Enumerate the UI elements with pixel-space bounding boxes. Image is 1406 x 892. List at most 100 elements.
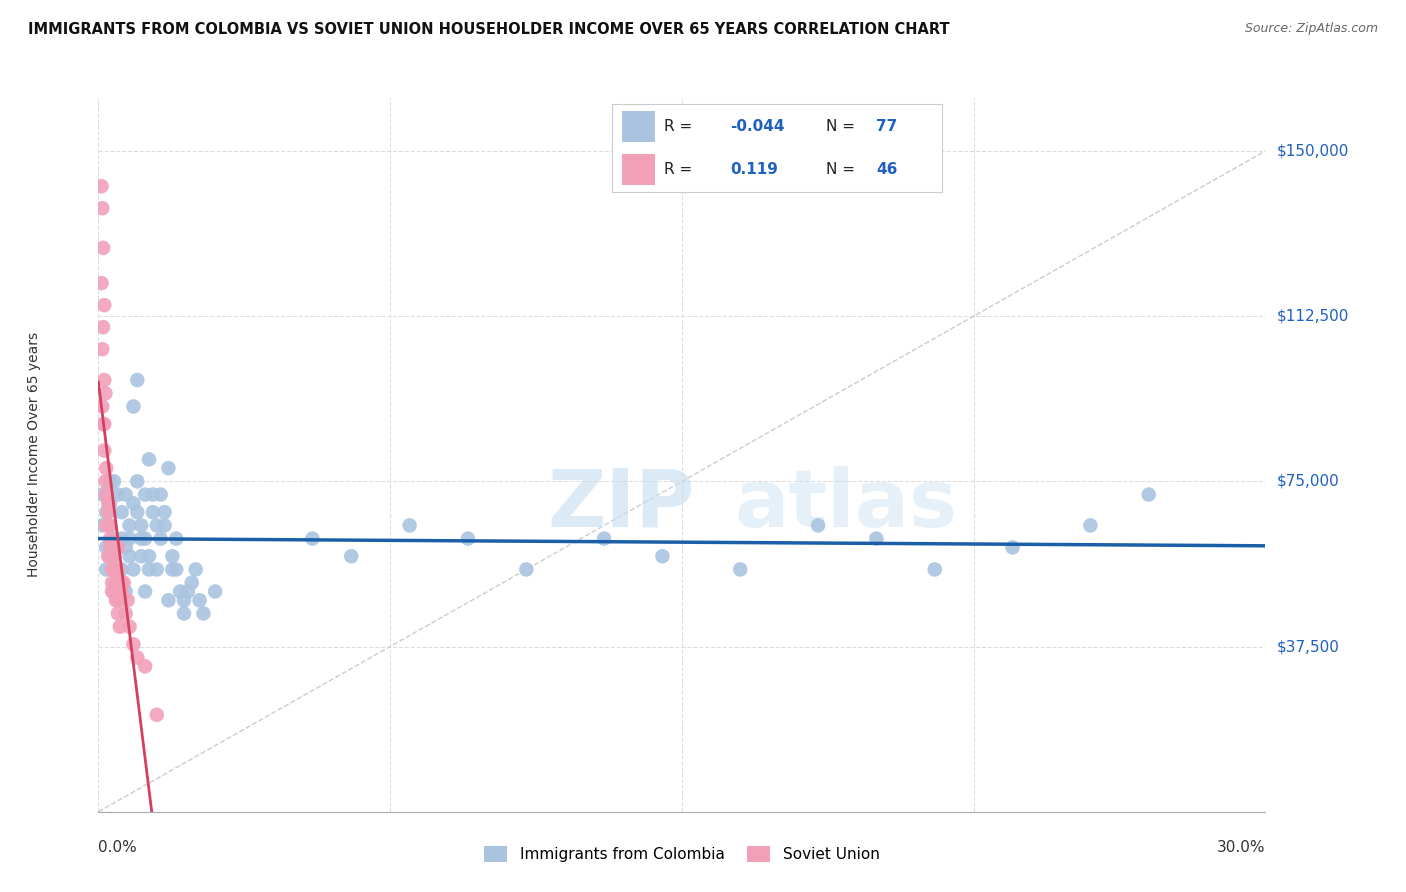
Point [111, 532, 134, 546]
Point [112, 575, 135, 590]
Point [103, 549, 125, 564]
Point [173, 593, 195, 607]
Text: $75,000: $75,000 [1277, 474, 1340, 489]
Point [188, 593, 211, 607]
Point [107, 593, 129, 607]
Point [173, 607, 195, 621]
Point [157, 593, 180, 607]
Text: atlas: atlas [734, 466, 957, 544]
Point [122, 400, 145, 414]
Point [111, 505, 134, 519]
Point [134, 584, 156, 599]
Point [118, 620, 141, 634]
Point [122, 637, 145, 651]
Point [103, 562, 125, 576]
Point [1001, 541, 1024, 555]
Point [98, 518, 121, 533]
Point [138, 549, 160, 564]
Point [96, 518, 118, 533]
Point [180, 575, 202, 590]
Point [515, 562, 537, 576]
Point [98, 549, 121, 564]
Point [91, 320, 114, 334]
Text: -0.044: -0.044 [731, 119, 785, 134]
Point [96, 505, 118, 519]
Point [107, 562, 129, 576]
Point [98, 475, 121, 489]
Point [165, 532, 187, 546]
Point [301, 532, 323, 546]
Point [149, 532, 172, 546]
Point [108, 593, 131, 607]
Point [134, 487, 156, 501]
Point [146, 518, 169, 533]
Point [117, 593, 139, 607]
Point [104, 593, 127, 607]
Point [98, 518, 121, 533]
Point [398, 518, 420, 533]
Point [91, 518, 114, 533]
Point [114, 541, 136, 555]
Text: R =: R = [665, 119, 697, 134]
Point [97, 505, 120, 519]
Point [98, 496, 121, 510]
Point [153, 518, 176, 533]
Point [96, 541, 118, 555]
Point [157, 461, 180, 475]
Point [98, 541, 121, 555]
Point [111, 575, 134, 590]
Point [108, 584, 131, 599]
Point [93, 298, 115, 312]
Point [107, 575, 129, 590]
Point [103, 584, 125, 599]
Point [807, 518, 830, 533]
Point [104, 575, 127, 590]
Bar [621, 112, 655, 142]
Point [103, 475, 125, 489]
Point [96, 487, 118, 501]
Text: 30.0%: 30.0% [1218, 840, 1265, 855]
Point [340, 549, 363, 564]
Point [111, 562, 134, 576]
Bar [621, 154, 655, 185]
Text: N =: N = [827, 161, 860, 177]
Point [184, 562, 207, 576]
Point [146, 562, 169, 576]
Point [91, 201, 114, 215]
Point [134, 659, 156, 673]
Point [107, 541, 129, 555]
Point [457, 532, 479, 546]
Point [114, 584, 136, 599]
Point [107, 607, 129, 621]
Point [149, 487, 172, 501]
Point [1137, 487, 1160, 501]
Point [108, 620, 131, 634]
Text: IMMIGRANTS FROM COLOMBIA VS SOVIET UNION HOUSEHOLDER INCOME OVER 65 YEARS CORREL: IMMIGRANTS FROM COLOMBIA VS SOVIET UNION… [28, 22, 949, 37]
Point [730, 562, 752, 576]
Point [93, 417, 115, 431]
Point [103, 532, 125, 546]
Point [114, 607, 136, 621]
Text: 46: 46 [876, 161, 897, 177]
Point [165, 562, 187, 576]
Point [138, 562, 160, 576]
Text: $37,500: $37,500 [1277, 639, 1340, 654]
Point [114, 487, 136, 501]
Point [118, 549, 141, 564]
Text: Householder Income Over 65 years: Householder Income Over 65 years [27, 333, 41, 577]
Point [129, 518, 152, 533]
Point [91, 417, 114, 431]
Text: 0.119: 0.119 [731, 161, 779, 177]
Point [118, 518, 141, 533]
Point [96, 562, 118, 576]
Point [127, 650, 149, 665]
Point [127, 475, 149, 489]
Point [142, 487, 165, 501]
Point [97, 549, 120, 564]
Point [129, 549, 152, 564]
Point [101, 562, 124, 576]
Point [204, 584, 226, 599]
Point [91, 487, 114, 501]
Point [865, 532, 887, 546]
Point [142, 505, 165, 519]
